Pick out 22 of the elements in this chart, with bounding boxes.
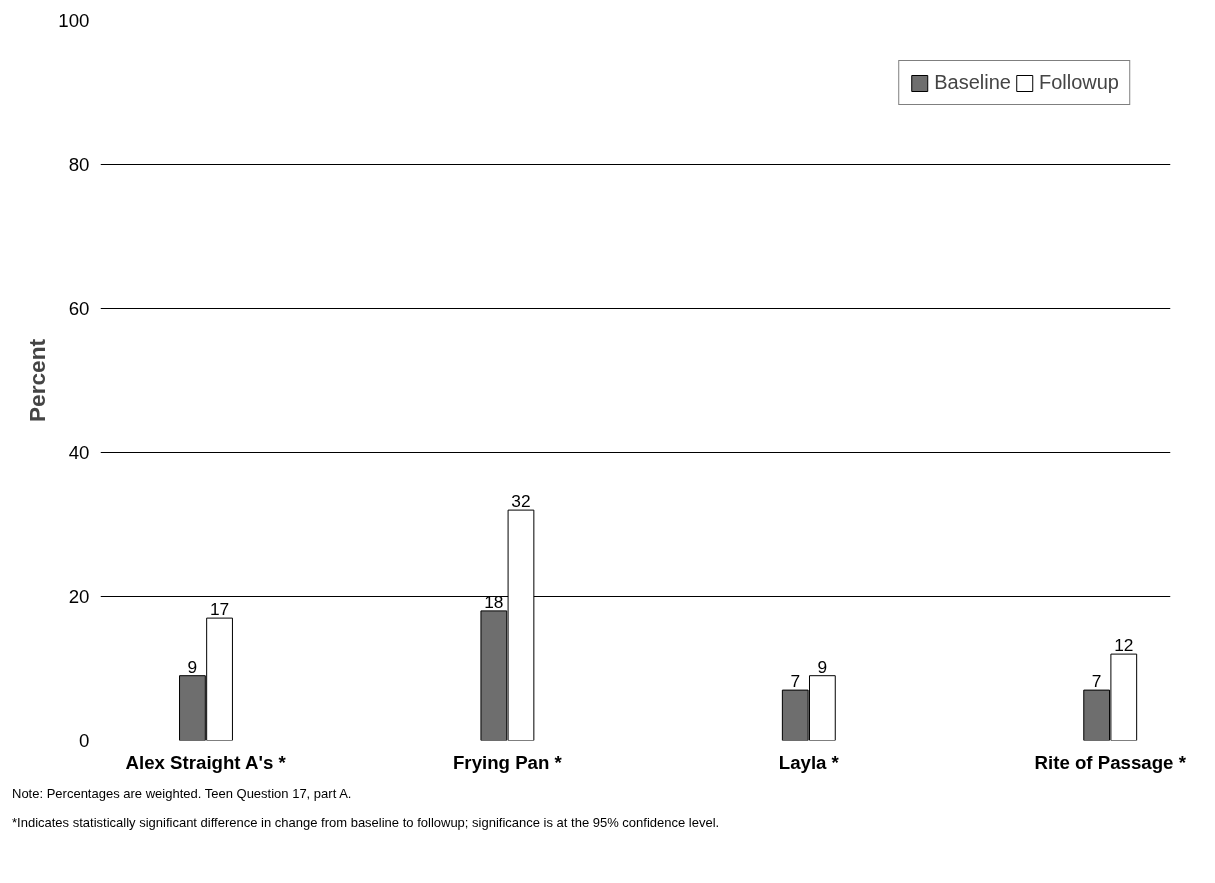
y-axis-title: Percent: [24, 338, 51, 423]
data-label: 7: [1091, 671, 1102, 692]
text: *Indicates statistically significant difference in change from baseline to followup; significance is at the 95% confidence level.: [12, 813, 720, 832]
legend-label: Followup: [1038, 71, 1119, 94]
data-label: 17: [209, 599, 230, 620]
y-tick-label: 100: [58, 10, 90, 31]
data-label: 7: [790, 671, 801, 692]
x-tick-label: Layla *: [778, 751, 840, 773]
y-tick-label: 20: [68, 586, 90, 607]
legend-label: Baseline: [934, 71, 1011, 94]
y-tick-label: 60: [68, 298, 90, 319]
data-label: 9: [187, 656, 198, 677]
y-tick-label: 40: [68, 442, 90, 463]
x-tick-label: Alex Straight A's *: [125, 751, 287, 773]
x-tick-label: Frying Pan *: [452, 751, 563, 773]
y-tick-label: 80: [68, 154, 90, 175]
data-label: 32: [511, 491, 531, 512]
x-tick-label: Rite of Passage *: [1034, 751, 1187, 773]
y-tick-label: 0: [79, 730, 90, 751]
text: Note: Percentages are weighted. Teen Question 17, part A.: [12, 785, 352, 803]
data-label: 12: [1114, 635, 1134, 656]
data-label: 9: [817, 656, 828, 677]
